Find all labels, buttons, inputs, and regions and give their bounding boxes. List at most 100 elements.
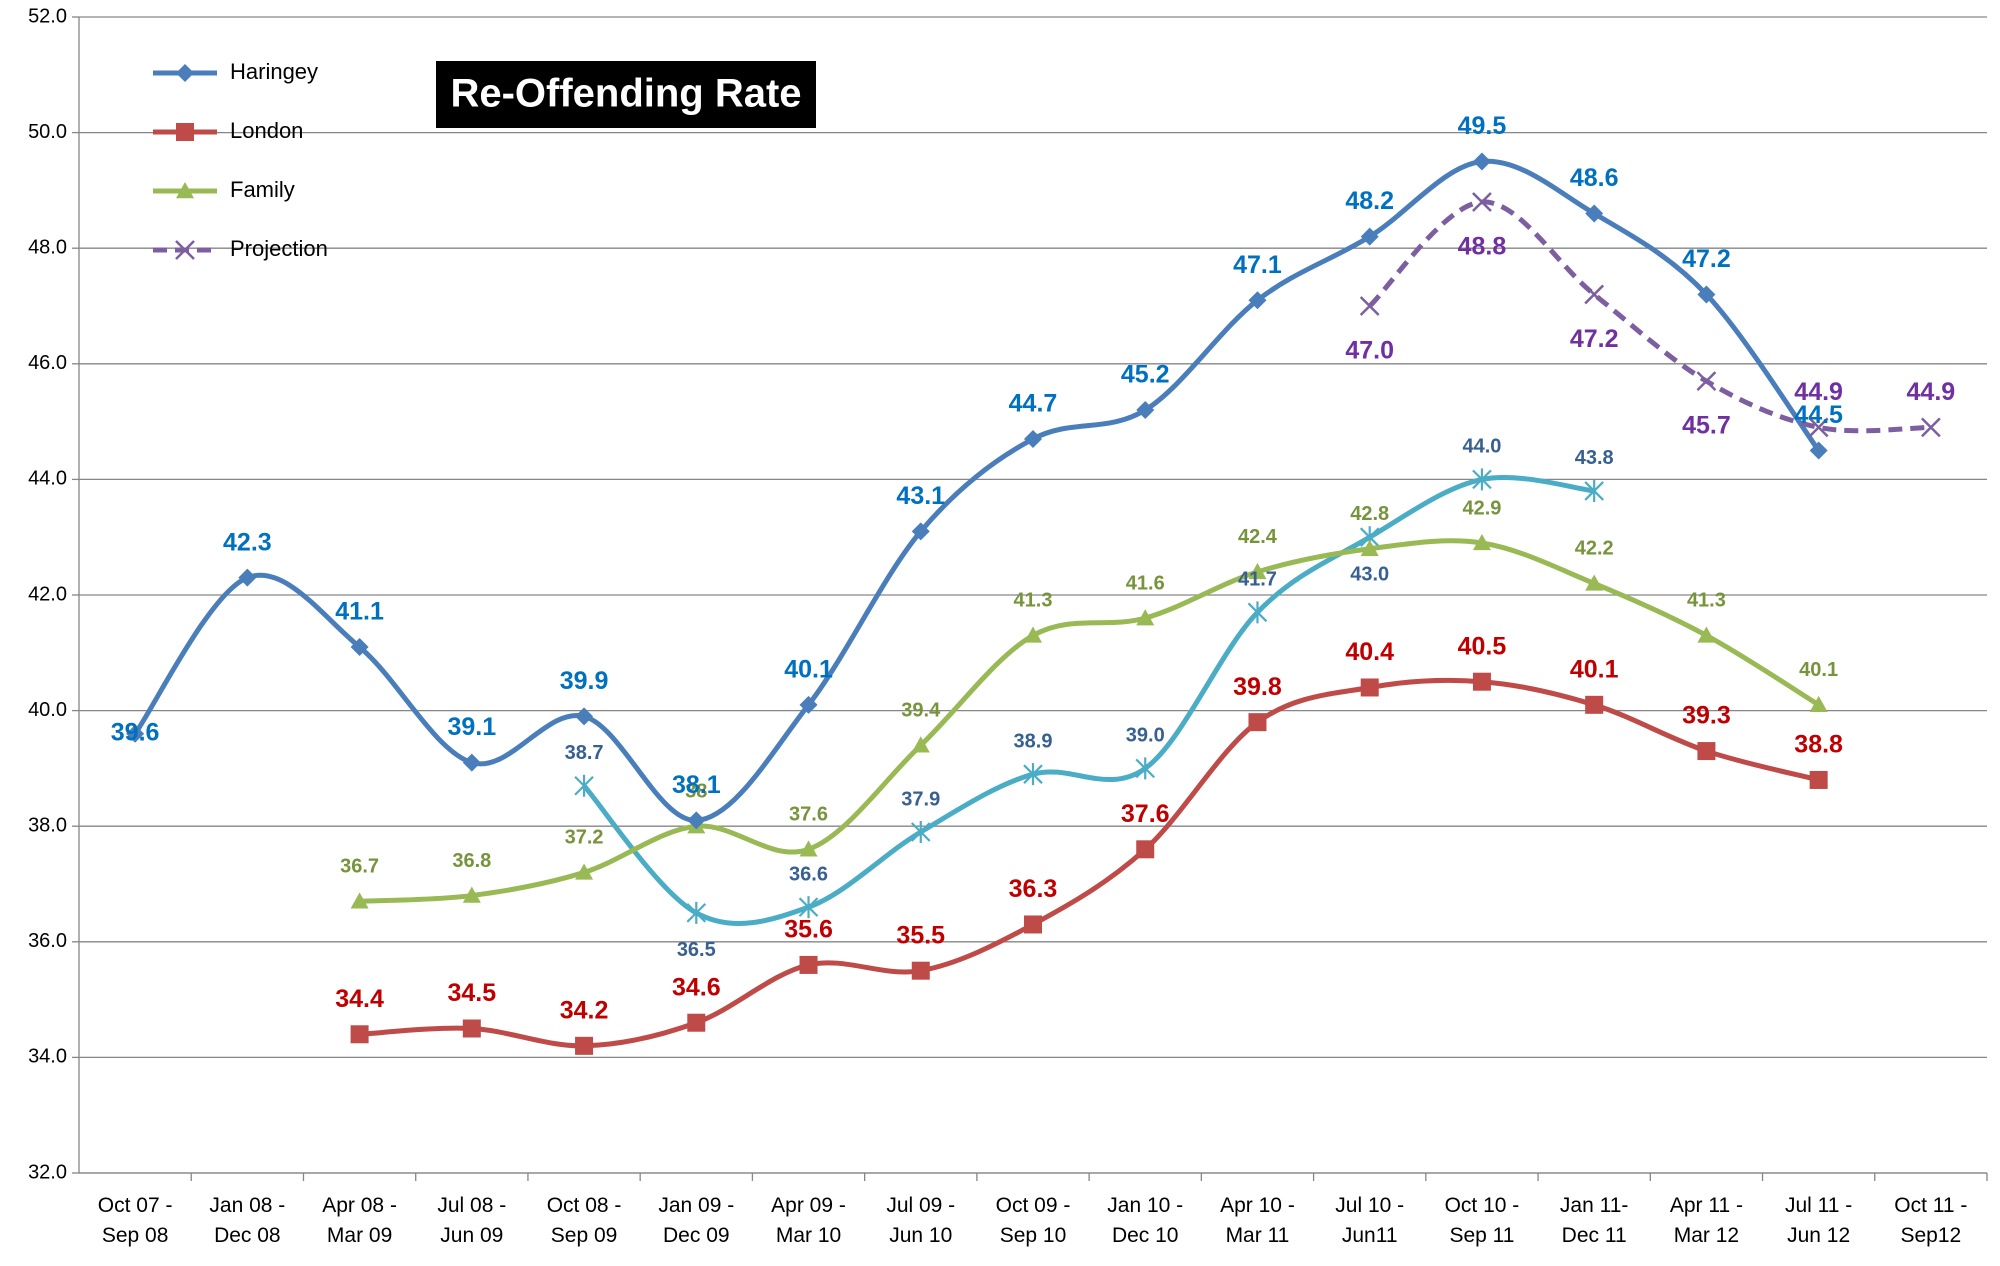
data-label: 44.0 — [1462, 436, 1501, 458]
data-point — [1584, 479, 1604, 502]
data-point — [910, 820, 931, 843]
data-label: 39.0 — [1126, 725, 1165, 747]
y-tick-label: 32.0 — [28, 1161, 67, 1183]
data-point — [126, 724, 145, 743]
data-point — [1472, 152, 1491, 171]
data-label: 42.2 — [1575, 538, 1614, 560]
data-point — [1248, 562, 1267, 580]
series-line — [133, 158, 1821, 823]
data-point — [1136, 401, 1155, 420]
data-label: 49.5 — [1458, 112, 1507, 140]
data-point — [1360, 678, 1379, 697]
data-point — [911, 736, 930, 753]
data-point — [1696, 371, 1717, 392]
data-point — [799, 695, 818, 714]
series-line — [582, 474, 1595, 926]
data-point — [686, 901, 707, 924]
data-label: 39.4 — [901, 700, 941, 722]
y-tick-label: 42.0 — [28, 583, 67, 605]
data-point — [799, 840, 818, 857]
data-point — [1585, 695, 1604, 714]
data-point — [1697, 285, 1716, 304]
data-point — [1472, 533, 1491, 551]
legend-label: London — [230, 118, 303, 143]
data-label: 48.8 — [1458, 233, 1507, 261]
data-label: 38 — [685, 780, 707, 802]
data-point — [1359, 296, 1380, 316]
y-tick-label: 34.0 — [28, 1046, 67, 1068]
legend-label: Projection — [230, 236, 328, 261]
data-point — [1135, 757, 1156, 780]
data-point — [1809, 770, 1828, 789]
y-tick-label: 40.0 — [28, 699, 67, 721]
legend-marker — [175, 240, 195, 260]
data-label: 44.9 — [1794, 378, 1843, 406]
data-label: 36.3 — [1009, 875, 1058, 903]
data-label: 34.4 — [335, 985, 384, 1013]
data-label: 40.1 — [1570, 655, 1619, 683]
data-label: 42.8 — [1350, 503, 1389, 525]
data-label: 36.5 — [677, 939, 716, 961]
data-label: 40.1 — [784, 655, 833, 683]
data-label: 40.1 — [1799, 659, 1838, 681]
data-label: 38.8 — [1794, 731, 1843, 759]
data-label: 47.0 — [1345, 337, 1394, 365]
data-point — [462, 753, 481, 772]
data-label: 41.7 — [1238, 569, 1277, 591]
x-tick-label: Apr 09 -Mar 10 — [771, 1194, 846, 1247]
data-point — [911, 961, 930, 980]
y-tick-label: 44.0 — [28, 468, 67, 490]
data-label: 41.6 — [1126, 572, 1165, 594]
data-label: 34.6 — [672, 973, 721, 1001]
data-label: 36.8 — [452, 850, 491, 872]
data-point — [687, 1013, 706, 1032]
data-point — [1808, 417, 1829, 438]
data-label: 35.5 — [896, 921, 945, 949]
data-point — [1697, 626, 1716, 643]
data-label: 42.9 — [1462, 497, 1501, 519]
data-point — [1360, 227, 1379, 246]
data-point — [911, 522, 930, 541]
data-point — [1248, 291, 1267, 310]
y-tick-label: 48.0 — [28, 236, 67, 258]
x-tick-label: Oct 07 -Sep 08 — [98, 1194, 173, 1247]
series-line — [359, 538, 1820, 904]
x-tick-label: Jul 09 -Jun 10 — [886, 1194, 955, 1247]
data-point — [1809, 695, 1828, 713]
data-label: 42.3 — [223, 528, 272, 556]
data-label: 37.9 — [901, 788, 940, 810]
x-tick-label: Jan 08 -Dec 08 — [209, 1194, 285, 1247]
data-label: 41.3 — [1014, 590, 1053, 612]
data-point — [575, 1036, 594, 1055]
data-point — [1136, 609, 1155, 626]
data-point — [238, 568, 257, 587]
x-tick-label: Jan 09 -Dec 09 — [658, 1194, 734, 1247]
x-tick-label: Jul 08 -Jun 09 — [437, 1194, 506, 1247]
x-tick-label: Oct 09 -Sep 10 — [996, 1194, 1071, 1247]
data-label: 45.2 — [1121, 361, 1170, 389]
data-point — [1920, 417, 1941, 438]
data-point — [798, 896, 819, 919]
data-point — [1248, 713, 1267, 732]
data-label: 44.7 — [1009, 390, 1058, 418]
data-label: 41.1 — [335, 598, 384, 626]
data-point — [1024, 915, 1042, 934]
data-label: 39.8 — [1233, 673, 1282, 701]
legend-marker — [176, 123, 194, 141]
title-box — [436, 61, 816, 128]
x-tick-label: Apr 10 -Mar 11 — [1220, 1194, 1295, 1247]
data-label: 34.5 — [447, 979, 496, 1007]
data-point — [687, 811, 706, 830]
data-point — [1585, 574, 1604, 591]
series-line — [1367, 199, 1931, 434]
legend-marker — [176, 182, 194, 199]
data-label: 36.6 — [789, 863, 828, 885]
data-label: 48.6 — [1570, 164, 1619, 192]
data-label: 44.9 — [1907, 378, 1956, 406]
x-tick-label: Jul 11 -Jun 12 — [1785, 1194, 1852, 1247]
data-label: 48.2 — [1345, 187, 1394, 215]
legend-label: Haringey — [230, 59, 318, 84]
data-label: 39.9 — [560, 667, 609, 695]
data-point — [575, 707, 594, 726]
